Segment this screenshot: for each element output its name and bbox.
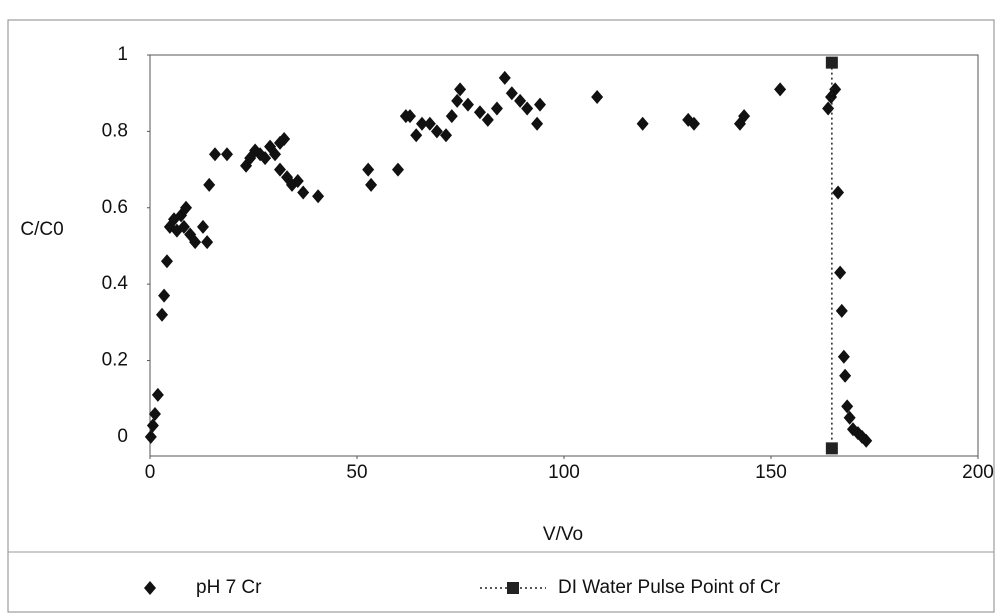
data-point	[269, 147, 282, 162]
plot-border	[149, 54, 979, 457]
data-point	[160, 254, 173, 269]
data-point	[505, 86, 518, 101]
data-point	[259, 151, 272, 166]
data-point	[158, 288, 171, 303]
data-point	[365, 177, 378, 192]
data-point	[291, 174, 304, 189]
data-point	[825, 442, 838, 455]
legend-label: DI Water Pulse Point of Cr	[558, 577, 781, 598]
y-axis-title: C/C0	[20, 219, 63, 240]
data-point	[825, 56, 838, 69]
data-point	[221, 147, 234, 162]
data-point	[490, 101, 503, 116]
data-point	[454, 82, 467, 97]
legend-marker	[507, 582, 519, 594]
data-point	[832, 185, 845, 200]
y-tick-label: 1	[117, 44, 128, 65]
data-point	[835, 303, 848, 318]
data-point	[843, 410, 856, 425]
data-point	[687, 116, 700, 131]
data-point	[146, 418, 159, 433]
data-point	[273, 162, 286, 177]
data-point	[297, 185, 310, 200]
y-tick-label: 0.8	[102, 120, 128, 141]
data-point	[636, 116, 649, 131]
data-point	[481, 112, 494, 127]
data-point	[533, 97, 546, 112]
x-tick-label: 200	[962, 462, 994, 483]
data-point	[278, 132, 291, 147]
legend-marker	[144, 581, 156, 595]
data-point	[738, 109, 751, 124]
data-point	[841, 399, 854, 414]
data-point	[177, 219, 190, 234]
data-point	[201, 235, 214, 250]
data-point	[430, 124, 443, 139]
data-point	[410, 128, 423, 143]
data-point	[180, 200, 193, 215]
data-point	[451, 93, 464, 108]
y-tick-label: 0.4	[102, 273, 129, 294]
data-point	[837, 349, 850, 364]
data-point	[403, 109, 416, 124]
x-axis-title: V/Vo	[543, 524, 583, 545]
y-tick-label: 0	[117, 426, 128, 447]
data-point	[151, 387, 164, 402]
data-point	[208, 147, 221, 162]
data-point	[415, 116, 428, 131]
x-tick-label: 150	[755, 462, 787, 483]
y-tick-label: 0.6	[102, 197, 128, 218]
data-point	[591, 90, 604, 105]
data-point	[521, 101, 534, 116]
data-point	[774, 82, 787, 97]
data-point	[461, 97, 474, 112]
data-point	[144, 429, 157, 444]
y-tick-label: 0.2	[102, 350, 128, 371]
data-point	[312, 189, 325, 204]
chart-border	[7, 19, 995, 613]
data-point	[196, 219, 209, 234]
data-point	[531, 116, 544, 131]
data-point	[203, 177, 216, 192]
data-point	[156, 307, 169, 322]
x-tick-label: 50	[346, 462, 367, 483]
data-point	[834, 265, 847, 280]
data-point	[423, 116, 436, 131]
data-point	[148, 406, 161, 421]
data-point	[839, 368, 852, 383]
x-tick-label: 0	[145, 462, 156, 483]
data-point	[391, 162, 404, 177]
data-point	[445, 109, 458, 124]
data-point	[440, 128, 453, 143]
data-point	[822, 101, 835, 116]
data-point	[189, 235, 202, 250]
data-point	[514, 93, 527, 108]
data-point	[860, 433, 873, 448]
data-point	[362, 162, 375, 177]
x-tick-label: 100	[548, 462, 580, 483]
data-point	[473, 105, 486, 120]
data-point	[498, 70, 511, 85]
legend-label: pH 7 Cr	[196, 577, 262, 598]
